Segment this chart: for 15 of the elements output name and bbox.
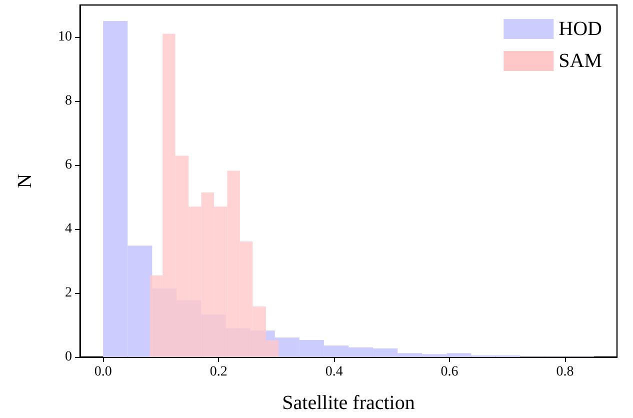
x-tick-label: 0.2 (210, 364, 228, 380)
y-tick-label: 8 (65, 94, 72, 108)
y-tick-label: 6 (65, 158, 72, 172)
y-tick-label: 0 (65, 350, 72, 364)
legend-label: SAM (558, 50, 602, 72)
legend-label: HOD (558, 18, 602, 40)
x-tick-label: 0.6 (440, 364, 458, 380)
y-tick-label: 4 (65, 222, 72, 236)
x-axis-title: Satellite fraction (282, 392, 415, 414)
y-tick-label: 10 (58, 30, 72, 44)
x-tick-label: 0.0 (94, 364, 112, 380)
x-tick-label: 0.8 (556, 364, 574, 380)
x-tick-label: 0.4 (325, 364, 343, 380)
y-axis-title: N (14, 174, 36, 188)
y-tick-label: 2 (65, 286, 72, 300)
